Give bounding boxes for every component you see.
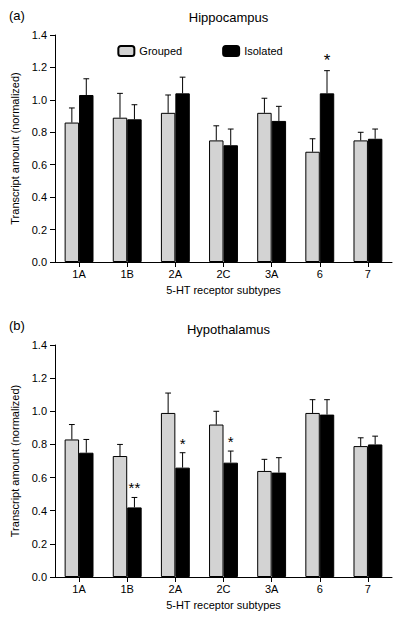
svg-text:**: ** [129, 479, 141, 496]
svg-text:Isolated: Isolated [244, 45, 283, 57]
svg-text:2A: 2A [169, 583, 183, 595]
svg-text:1.0: 1.0 [32, 94, 47, 106]
svg-text:*: * [228, 433, 234, 450]
svg-text:5-HT receptor subtypes: 5-HT receptor subtypes [166, 284, 281, 296]
svg-text:Transcript amount (normalized): Transcript amount (normalized) [9, 72, 21, 224]
svg-text:6: 6 [317, 583, 323, 595]
svg-text:1.2: 1.2 [32, 372, 47, 384]
svg-text:3A: 3A [265, 268, 279, 280]
svg-text:0.8: 0.8 [32, 438, 47, 450]
svg-text:1.2: 1.2 [32, 61, 47, 73]
svg-text:Grouped: Grouped [139, 45, 182, 57]
svg-text:2A: 2A [169, 268, 183, 280]
svg-text:(a): (a) [9, 8, 25, 23]
svg-text:0.2: 0.2 [32, 224, 47, 236]
svg-text:3A: 3A [265, 583, 279, 595]
svg-text:6: 6 [317, 268, 323, 280]
svg-text:Hippocampus: Hippocampus [189, 10, 269, 25]
svg-text:5-HT receptor subtypes: 5-HT receptor subtypes [166, 599, 281, 611]
svg-text:2C: 2C [216, 268, 230, 280]
svg-text:1A: 1A [72, 268, 86, 280]
svg-text:1B: 1B [120, 583, 133, 595]
svg-text:0.0: 0.0 [32, 571, 47, 583]
svg-text:1.4: 1.4 [32, 29, 47, 41]
svg-text:0.6: 0.6 [32, 159, 47, 171]
svg-text:7: 7 [365, 268, 371, 280]
svg-text:0.2: 0.2 [32, 538, 47, 550]
svg-text:(b): (b) [9, 318, 25, 333]
svg-text:1.0: 1.0 [32, 405, 47, 417]
svg-text:7: 7 [365, 583, 371, 595]
svg-text:0.4: 0.4 [32, 191, 47, 203]
svg-text:Transcript amount (normalized): Transcript amount (normalized) [9, 385, 21, 537]
svg-text:2C: 2C [216, 583, 230, 595]
svg-text:*: * [324, 51, 331, 70]
svg-text:*: * [180, 435, 186, 452]
svg-text:Hypothalamus: Hypothalamus [187, 322, 271, 337]
svg-text:1A: 1A [72, 583, 86, 595]
svg-text:1.4: 1.4 [32, 339, 47, 351]
svg-text:0.8: 0.8 [32, 126, 47, 138]
svg-text:0.4: 0.4 [32, 505, 47, 517]
svg-text:0.6: 0.6 [32, 472, 47, 484]
svg-text:0.0: 0.0 [32, 256, 47, 268]
svg-text:1B: 1B [120, 268, 133, 280]
